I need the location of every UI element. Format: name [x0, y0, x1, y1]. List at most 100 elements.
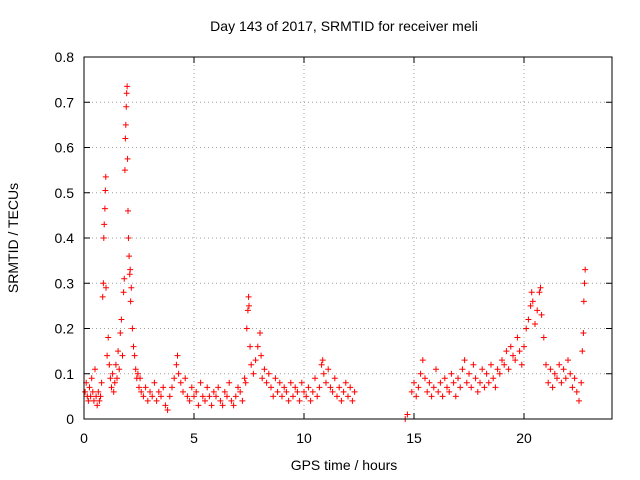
- data-point: [208, 402, 215, 409]
- data-point: [292, 384, 299, 391]
- data-point: [124, 155, 131, 162]
- data-point: [331, 375, 338, 382]
- data-point: [173, 361, 180, 368]
- data-point: [155, 388, 162, 395]
- data-point: [325, 366, 332, 373]
- data-point: [446, 388, 453, 395]
- chart-title: Day 143 of 2017, SRMTID for receiver mel…: [210, 18, 478, 34]
- data-point: [307, 397, 314, 404]
- data-point: [99, 293, 106, 300]
- data-point: [411, 379, 417, 386]
- data-point: [97, 393, 104, 400]
- data-point: [128, 284, 135, 291]
- data-point: [117, 330, 124, 337]
- data-point: [461, 357, 468, 364]
- data-point: [121, 275, 128, 282]
- data-point: [481, 384, 488, 391]
- data-point: [129, 325, 136, 332]
- data-point: [204, 384, 211, 391]
- data-point: [153, 397, 160, 404]
- x-tick-label: 5: [190, 430, 198, 446]
- data-point: [177, 379, 184, 386]
- data-point: [459, 366, 466, 373]
- data-point: [276, 379, 283, 386]
- data-point: [131, 352, 138, 359]
- data-point: [106, 361, 113, 368]
- data-point: [258, 352, 265, 359]
- data-point: [540, 334, 547, 341]
- data-point: [219, 402, 226, 409]
- data-point: [160, 384, 167, 391]
- data-point: [108, 384, 115, 391]
- data-point: [437, 379, 444, 386]
- data-point: [501, 361, 508, 368]
- data-point: [529, 298, 536, 305]
- data-point: [123, 103, 130, 110]
- data-point: [285, 397, 292, 404]
- data-point: [102, 173, 109, 180]
- y-tick-label: 0.8: [55, 49, 75, 65]
- axis-ticks: 0 5 10 15 20 0 0.1 0.2 0.3 0.4 0.5 0.6 0.7 0.8: [55, 49, 612, 446]
- data-point: [226, 379, 233, 386]
- data-point: [121, 167, 128, 174]
- data-point: [263, 379, 270, 386]
- data-point: [525, 316, 532, 323]
- data-point: [417, 370, 424, 377]
- data-point: [89, 388, 96, 395]
- data-point: [88, 375, 95, 382]
- data-point: [261, 366, 268, 373]
- data-point: [512, 357, 519, 364]
- data-point: [580, 298, 587, 305]
- data-point: [507, 343, 514, 350]
- data-point: [334, 393, 340, 400]
- data-point: [126, 253, 133, 260]
- y-tick-label: 0.3: [55, 275, 75, 291]
- data-point: [101, 221, 108, 228]
- data-point: [184, 393, 191, 400]
- data-point: [254, 343, 261, 350]
- data-point: [534, 307, 541, 314]
- data-point: [235, 384, 241, 391]
- data-point: [319, 357, 326, 364]
- data-point: [120, 289, 127, 296]
- data-point: [468, 384, 475, 391]
- data-point: [470, 361, 477, 368]
- data-point: [110, 388, 117, 395]
- data-point: [101, 205, 108, 212]
- data-point: [265, 370, 272, 377]
- data-point: [118, 316, 125, 323]
- data-point: [138, 388, 145, 395]
- data-point: [521, 343, 527, 350]
- data-point: [329, 388, 336, 395]
- data-point: [206, 393, 213, 400]
- data-point: [503, 348, 510, 355]
- data-point: [199, 393, 206, 400]
- data-point: [103, 284, 109, 291]
- data-point: [430, 384, 437, 391]
- data-point: [312, 375, 318, 382]
- y-tick-label: 0.4: [55, 230, 75, 246]
- data-point: [556, 361, 563, 368]
- data-point: [301, 388, 307, 395]
- data-point: [215, 384, 222, 391]
- data-point: [130, 343, 137, 350]
- data-point: [303, 393, 310, 400]
- data-point: [551, 370, 558, 377]
- y-axis-label: SRMTID / TECUs: [5, 183, 21, 293]
- data-point: [558, 379, 565, 386]
- data-point: [217, 397, 224, 404]
- data-point: [538, 311, 545, 318]
- data-point: [175, 370, 182, 377]
- y-tick-label: 0: [66, 411, 74, 427]
- data-point: [221, 388, 228, 395]
- data-point: [111, 379, 118, 386]
- data-point: [579, 348, 586, 355]
- data-point: [186, 397, 193, 404]
- data-point: [545, 379, 552, 386]
- data-point: [287, 379, 294, 386]
- data-point: [404, 411, 411, 418]
- data-point: [305, 384, 312, 391]
- data-point: [202, 397, 208, 404]
- data-point: [309, 388, 316, 395]
